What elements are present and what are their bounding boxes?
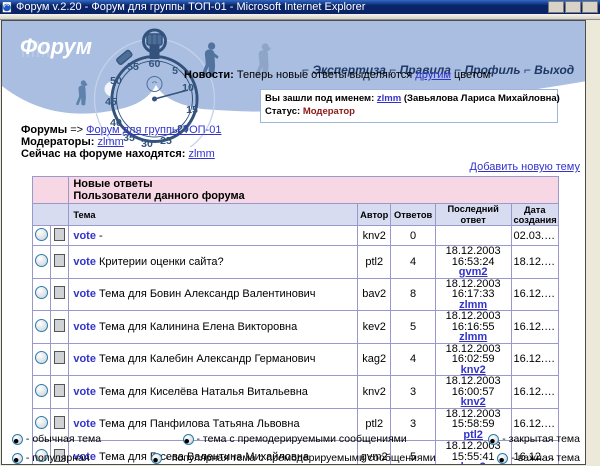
svg-text:60: 60 [149,58,161,70]
svg-text:45: 45 [105,96,117,108]
svg-text:Форум: Форум [20,34,92,59]
svg-text:50: 50 [110,75,122,87]
svg-text:10: 10 [182,82,194,94]
svg-text:5: 5 [172,65,178,77]
svg-text:15: 15 [186,104,198,116]
svg-text:55: 55 [127,61,139,73]
